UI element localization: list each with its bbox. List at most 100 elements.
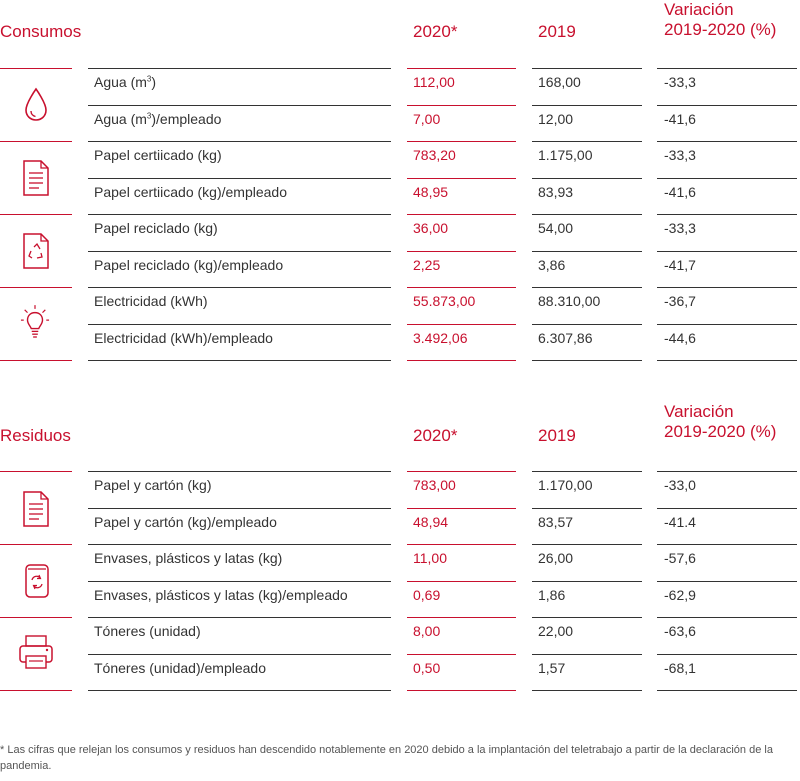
row-divider bbox=[0, 690, 72, 691]
value-variation: -44,6 bbox=[664, 329, 696, 346]
value-2020: 2,25 bbox=[413, 256, 441, 273]
row-divider bbox=[657, 653, 797, 655]
row-divider bbox=[657, 141, 797, 142]
value-2019: 168,00 bbox=[538, 74, 581, 90]
row-divider bbox=[407, 690, 516, 691]
row-label-text: Agua (m bbox=[94, 74, 147, 90]
row-divider bbox=[532, 250, 642, 252]
row-divider bbox=[0, 360, 72, 361]
row-divider bbox=[532, 617, 642, 618]
row-divider bbox=[532, 690, 642, 691]
row-divider bbox=[88, 250, 391, 252]
row-divider bbox=[0, 287, 72, 288]
row-label: Papel certiicado (kg) bbox=[94, 147, 222, 163]
row-divider bbox=[407, 507, 516, 509]
row-divider bbox=[407, 653, 516, 655]
row-divider bbox=[88, 507, 391, 509]
value-variation: -36,7 bbox=[664, 293, 696, 309]
row-divider bbox=[88, 104, 391, 106]
value-2020: 55.873,00 bbox=[413, 293, 476, 309]
paper-document-icon bbox=[23, 160, 49, 196]
row-divider bbox=[532, 653, 642, 655]
row-divider bbox=[88, 690, 391, 691]
row-divider bbox=[657, 544, 797, 545]
value-2019: 54,00 bbox=[538, 220, 574, 236]
row-label-text: Agua (m bbox=[94, 110, 147, 127]
row-divider bbox=[657, 323, 797, 325]
row-label-superscript: 3 bbox=[146, 74, 152, 84]
row-divider bbox=[532, 323, 642, 325]
row-divider bbox=[88, 360, 391, 361]
residuos-title: Residuos bbox=[0, 426, 71, 445]
value-2019: 6.307,86 bbox=[538, 329, 593, 346]
row-label-text: )/empleado bbox=[151, 110, 222, 127]
consumos-title: Consumos bbox=[0, 22, 82, 41]
value-2020: 7,00 bbox=[413, 110, 441, 127]
value-2020: 48,94 bbox=[413, 513, 449, 530]
row-divider bbox=[407, 580, 516, 582]
value-2019: 22,00 bbox=[538, 623, 574, 639]
row-divider bbox=[657, 507, 797, 509]
variation-line2: 2019-2020 (%) bbox=[664, 20, 777, 39]
value-variation: -33,3 bbox=[664, 147, 696, 163]
value-2020: 0,69 bbox=[413, 586, 441, 603]
value-2020: 112,00 bbox=[413, 74, 455, 90]
row-label: Papel y cartón (kg)/empleado bbox=[94, 513, 277, 530]
variation-line1: Variación bbox=[664, 402, 734, 421]
consumos-col-2020: 2020* bbox=[413, 22, 458, 41]
row-divider bbox=[88, 617, 391, 618]
row-label: Tóneres (unidad) bbox=[94, 623, 201, 639]
value-2019: 1,57 bbox=[538, 659, 566, 676]
footnote: * Las cifras que relejan los consumos y … bbox=[0, 744, 773, 772]
row-divider bbox=[532, 544, 642, 545]
row-label: Agua (m3)/empleado bbox=[94, 111, 221, 127]
value-variation: -57,6 bbox=[664, 550, 696, 566]
recycle-can-icon bbox=[25, 564, 49, 598]
value-2019: 1.175,00 bbox=[538, 147, 593, 163]
value-variation: -33,0 bbox=[664, 477, 696, 493]
row-divider bbox=[407, 250, 516, 252]
value-2019: 88.310,00 bbox=[538, 293, 601, 309]
value-2020: 8,00 bbox=[413, 623, 441, 639]
row-divider bbox=[407, 360, 516, 361]
value-variation: -62,9 bbox=[664, 586, 696, 603]
light-bulb-icon bbox=[20, 305, 50, 338]
row-divider bbox=[657, 360, 797, 361]
value-2020: 48,95 bbox=[413, 183, 449, 200]
row-divider bbox=[0, 617, 72, 618]
residuos-col-2020: 2020* bbox=[413, 426, 458, 445]
value-variation: -68,1 bbox=[664, 659, 696, 676]
row-divider bbox=[532, 177, 642, 179]
row-divider bbox=[532, 141, 642, 142]
row-label: Agua (m3) bbox=[94, 74, 156, 90]
water-drop-icon bbox=[25, 87, 47, 121]
row-divider bbox=[657, 104, 797, 106]
row-divider bbox=[88, 580, 391, 582]
row-divider bbox=[407, 177, 516, 179]
row-divider bbox=[88, 214, 391, 215]
value-2019: 26,00 bbox=[538, 550, 574, 566]
row-divider bbox=[657, 690, 797, 691]
value-variation: -41,6 bbox=[664, 183, 696, 200]
row-divider bbox=[88, 141, 391, 142]
row-divider bbox=[0, 544, 72, 545]
paper-document-icon bbox=[23, 491, 49, 527]
consumos-col-2019: 2019 bbox=[538, 22, 576, 41]
row-divider bbox=[657, 250, 797, 252]
row-label: Electricidad (kWh) bbox=[94, 293, 208, 309]
row-label: Electricidad (kWh)/empleado bbox=[94, 329, 273, 346]
value-2019: 83,93 bbox=[538, 183, 574, 200]
printer-icon bbox=[19, 635, 53, 669]
row-divider bbox=[657, 287, 797, 288]
row-divider bbox=[88, 323, 391, 325]
value-variation: -33,3 bbox=[664, 220, 696, 236]
consumos-col-variation: Variación 2019-2020 (%) bbox=[664, 0, 776, 40]
value-variation: -41,7 bbox=[664, 256, 696, 273]
residuos-col-2019: 2019 bbox=[538, 426, 576, 445]
row-label: Papel certiicado (kg)/empleado bbox=[94, 183, 287, 200]
row-divider bbox=[88, 544, 391, 545]
value-2019: 3,86 bbox=[538, 256, 566, 273]
value-variation: -33,3 bbox=[664, 74, 696, 90]
row-divider bbox=[657, 177, 797, 179]
row-label: Envases, plásticos y latas (kg)/empleado bbox=[94, 586, 348, 603]
